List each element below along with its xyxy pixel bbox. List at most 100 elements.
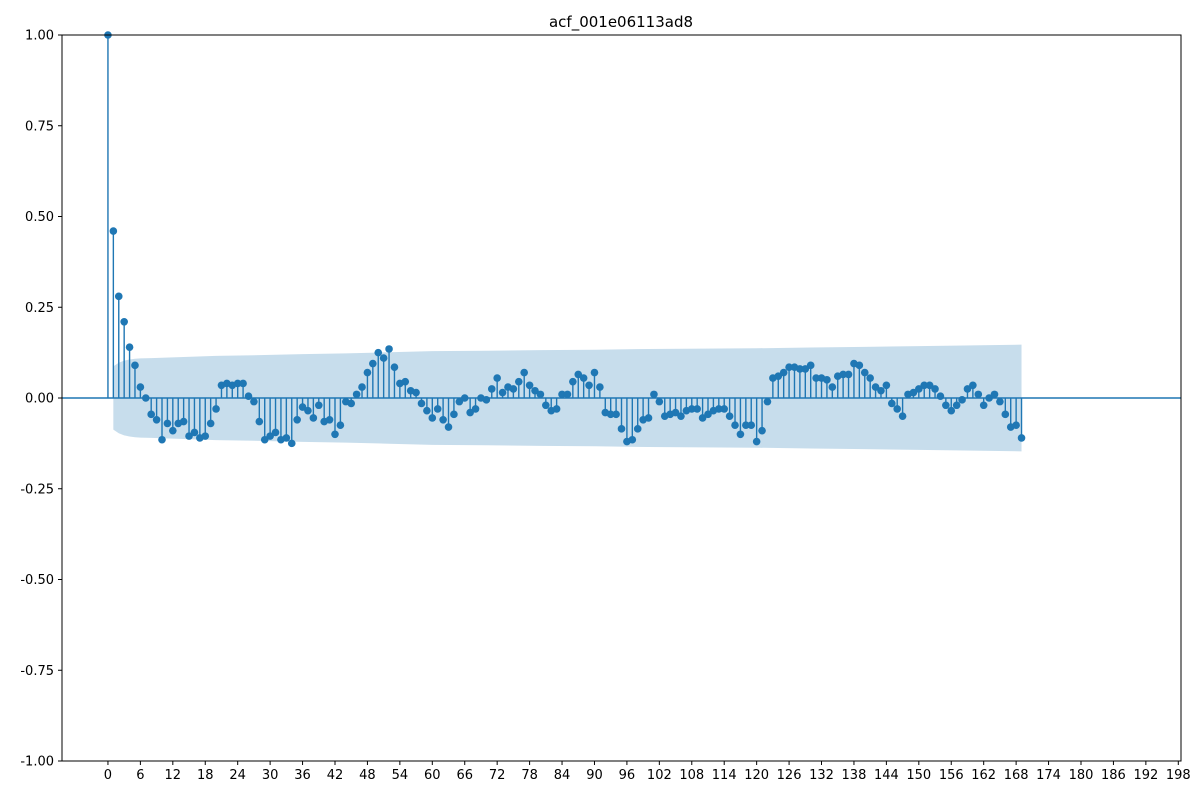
x-tick-label: 168 [1004,768,1029,783]
acf-point [898,412,907,420]
acf-point [531,386,539,395]
acf-point [169,426,177,435]
acf-point [250,397,258,406]
acf-point [131,361,139,370]
x-tick-label: 102 [647,768,672,783]
x-tick-label: 114 [712,768,737,783]
acf-point [1001,410,1010,419]
y-tick-label: -0.50 [20,573,54,588]
x-tick-label: 174 [1036,768,1061,783]
acf-point [536,390,545,399]
acf-point [606,410,615,419]
acf-point [271,428,280,437]
x-tick-label: 54 [392,768,409,783]
acf-point [952,401,961,410]
acf-point [839,370,847,379]
acf-point [752,437,761,446]
acf-point [796,365,804,373]
acf-point [450,410,458,419]
acf-point [412,388,420,397]
acf-point [471,405,480,413]
acf-point [779,368,788,377]
acf-point [704,410,712,419]
x-tick-label: 60 [424,768,441,783]
acf-point [152,415,161,424]
y-tick-label: 0.00 [25,392,54,407]
x-tick-label: 12 [165,768,182,783]
acf-point [893,405,901,413]
acf-point [574,370,583,379]
acf-point [877,386,885,395]
acf-point [866,374,874,382]
x-tick-label: 66 [456,768,473,783]
acf-point [1012,421,1020,430]
x-tick-label: 18 [197,768,214,783]
acf-point [374,348,383,357]
x-tick-label: 150 [906,768,931,783]
acf-point [493,374,501,382]
acf-point [282,434,291,442]
acf-point [466,408,474,417]
acf-point [120,317,128,326]
x-tick-label: 198 [1166,768,1191,783]
acf-point [401,377,410,386]
acf-point [390,363,399,371]
acf-point [260,435,269,444]
acf-point [558,390,566,399]
x-tick-label: 108 [679,768,704,783]
y-tick-label: 1.00 [25,29,54,44]
acf-point [671,408,680,417]
acf-point [644,414,653,422]
acf-point [336,421,345,430]
acf-point [736,430,745,439]
x-tick-label: 186 [1101,768,1126,783]
acf-point [190,428,199,437]
acf-point [731,421,739,430]
acf-point [363,368,372,377]
y-tick-label: 0.75 [25,119,54,134]
acf-point [844,370,853,379]
acf-point [909,388,918,397]
acf-point [255,417,264,426]
y-tick-label: 0.50 [25,210,54,225]
acf-point [947,406,956,415]
acf-point [650,390,658,399]
acf-point [163,419,172,428]
acf-point [520,368,528,377]
acf-point [806,361,815,370]
x-tick-label: 144 [874,768,899,783]
acf-point [206,419,215,428]
acf-point [514,377,523,386]
acf-point [990,390,999,399]
acf-point [293,415,301,424]
acf-point [385,345,393,353]
acf-point [233,379,242,388]
acf-point [725,412,734,420]
acf-point [823,376,831,384]
acf-point [498,388,507,397]
acf-point [585,381,593,390]
acf-point [109,227,118,235]
x-tick-label: 78 [521,768,538,783]
y-tick-label: 0.25 [25,301,54,316]
acf-point [552,405,561,413]
x-tick-label: 30 [262,768,279,783]
acf-point [742,421,750,430]
x-tick-label: 84 [554,768,571,783]
y-tick-label: -1.00 [20,755,54,770]
acf-point [920,381,929,390]
x-tick-label: 138 [842,768,867,783]
acf-point [596,383,604,391]
acf-point [887,399,896,408]
x-tick-label: 72 [489,768,506,783]
chart-title: acf_001e06113ad8 [549,13,693,32]
acf-point [942,401,950,410]
x-tick-label: 36 [294,768,311,783]
acf-point [958,396,966,404]
acf-point [379,354,388,362]
acf-point [304,406,312,415]
acf-point [715,405,723,413]
acf-point [542,401,550,410]
acf-point [239,379,247,388]
